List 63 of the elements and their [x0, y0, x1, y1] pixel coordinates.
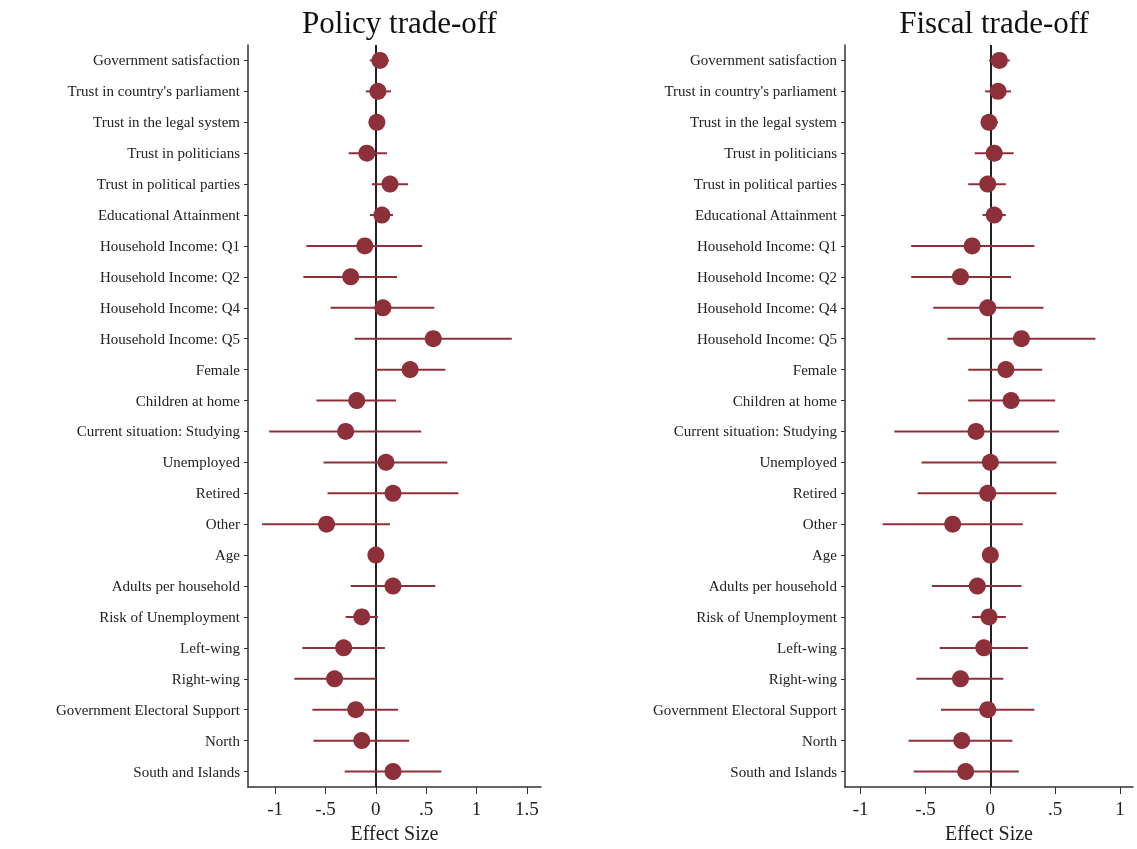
- y-tick-label: Left-wing: [777, 639, 838, 656]
- y-tick-label: Current situation: Studying: [76, 423, 241, 440]
- x-tick-label: 0: [371, 798, 381, 819]
- x-tick-label: 0: [985, 798, 996, 819]
- y-tick-label: Left-wing: [180, 639, 241, 656]
- y-tick-label: Age: [812, 547, 838, 564]
- y-tick-label: Government satisfaction: [689, 52, 838, 69]
- y-tick-label: Trust in country's parliament: [664, 83, 838, 100]
- y-tick-label: Household Income: Q5: [100, 330, 240, 347]
- y-tick-label: Right-wing: [768, 670, 838, 687]
- x-tick-label: .5: [419, 798, 434, 819]
- y-tick-label: Household Income: Q1: [100, 237, 240, 254]
- y-tick-label: Risk of Unemployment: [696, 608, 838, 625]
- y-tick-label: Trust in the legal system: [93, 114, 241, 131]
- y-tick-label: Adults per household: [708, 578, 838, 595]
- x-tick-label: .5: [1048, 798, 1063, 819]
- x-tick-label: -.5: [915, 798, 936, 819]
- y-tick-label: North: [802, 732, 838, 749]
- y-tick-label: Female: [792, 361, 838, 378]
- y-tick-label: South and Islands: [730, 763, 838, 780]
- y-tick-label: Trust in politicians: [724, 145, 838, 162]
- y-tick-label: Age: [215, 547, 241, 564]
- y-tick-label: Children at home: [732, 392, 838, 409]
- x-tick-label: 1: [1115, 798, 1125, 819]
- y-tick-label: Government satisfaction: [92, 52, 241, 69]
- y-tick-label: Trust in political parties: [96, 176, 241, 193]
- y-tick-label: Educational Attainment: [97, 207, 241, 224]
- y-tick-label: Other: [205, 516, 240, 533]
- y-tick-label: Trust in politicians: [127, 145, 241, 162]
- y-tick-label: Government Electoral Support: [652, 701, 838, 718]
- y-tick-label: Retired: [195, 485, 241, 502]
- y-tick-label: Children at home: [135, 392, 241, 409]
- x-tick-label: -1: [852, 798, 869, 819]
- y-tick-label: South and Islands: [133, 763, 241, 780]
- y-tick-label: Retired: [792, 485, 838, 502]
- y-tick-label: North: [205, 732, 241, 749]
- x-tick-label: 1: [471, 798, 482, 819]
- x-tick-label: -.5: [315, 798, 336, 819]
- y-tick-label: Household Income: Q2: [100, 268, 240, 285]
- x-axis-title: Effect Size: [350, 821, 439, 844]
- y-tick-label: Risk of Unemployment: [99, 608, 241, 625]
- y-tick-label: Household Income: Q4: [100, 299, 241, 316]
- y-tick-label: Current situation: Studying: [673, 423, 838, 440]
- y-tick-label: Household Income: Q5: [697, 330, 837, 347]
- chart-title: Fiscal trade-off: [899, 5, 1090, 40]
- y-tick-label: Female: [195, 361, 241, 378]
- y-tick-label: Trust in the legal system: [690, 114, 838, 131]
- chart-title: Policy trade-off: [302, 5, 498, 40]
- y-tick-label: Household Income: Q4: [697, 299, 838, 316]
- y-tick-label: Adults per household: [111, 578, 241, 595]
- x-axis-title: Effect Size: [945, 821, 1034, 844]
- y-tick-label: Other: [802, 516, 837, 533]
- y-tick-label: Household Income: Q2: [697, 268, 837, 285]
- y-tick-label: Unemployed: [162, 454, 241, 471]
- y-tick-label: Right-wing: [171, 670, 241, 687]
- y-tick-label: Household Income: Q1: [697, 237, 837, 254]
- x-tick-label: -1: [267, 798, 284, 819]
- y-tick-label: Unemployed: [759, 454, 838, 471]
- x-tick-label: 1.5: [515, 798, 539, 819]
- y-tick-label: Government Electoral Support: [55, 701, 241, 718]
- y-tick-label: Educational Attainment: [694, 207, 838, 224]
- y-tick-label: Trust in political parties: [693, 176, 838, 193]
- y-tick-label: Trust in country's parliament: [67, 83, 241, 100]
